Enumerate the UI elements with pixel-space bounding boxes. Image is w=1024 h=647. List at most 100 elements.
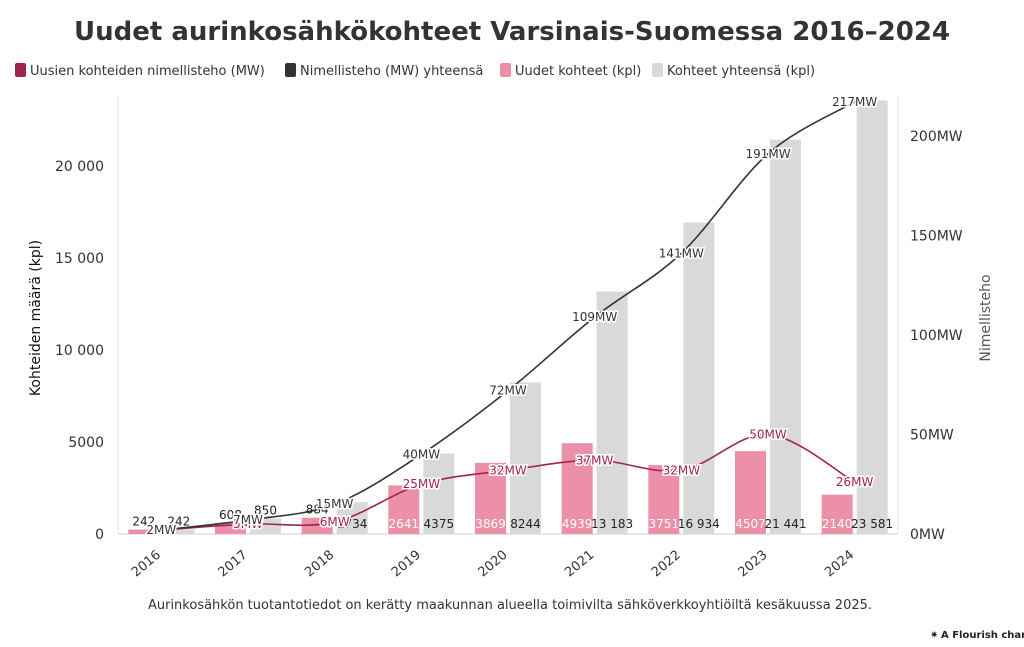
bar-label: 3869 xyxy=(475,517,506,531)
bar xyxy=(561,443,593,534)
x-tick-label: 2023 xyxy=(736,548,771,581)
bar-label: 242 xyxy=(167,515,190,529)
bar xyxy=(163,529,195,534)
bar xyxy=(856,100,888,535)
line-label: 6MW xyxy=(320,515,350,529)
bar-label: 13 183 xyxy=(591,517,633,531)
chart-annotation: Aurinkosähkön tuotantotiedot on kerätty … xyxy=(148,598,872,613)
line-label: 2MW xyxy=(146,523,176,537)
x-tick-label: 2021 xyxy=(562,548,597,581)
bar xyxy=(423,453,455,534)
y-tick-right: 100MW xyxy=(910,328,963,344)
bar xyxy=(770,139,801,534)
bar-label: 8244 xyxy=(510,517,541,531)
legend-item: Uudet kohteet (kpl) xyxy=(500,63,641,79)
x-tick-label: 2020 xyxy=(476,548,511,581)
bar-label: 3751 xyxy=(649,517,680,531)
bar-label: 2140 xyxy=(822,517,853,531)
line-label: 5MW xyxy=(233,517,263,531)
x-tick-label: 2017 xyxy=(216,548,251,581)
legend-swatch xyxy=(15,63,26,77)
bar xyxy=(336,502,368,534)
line-label: 217MW xyxy=(832,95,877,109)
line-label: 7MW xyxy=(233,513,263,527)
bar-label: 608 xyxy=(219,508,242,522)
legend-swatch xyxy=(285,63,296,77)
x-tick-label: 2022 xyxy=(649,548,684,581)
bars xyxy=(128,100,888,535)
line-label: 32MW xyxy=(489,463,527,477)
bar-label: 4375 xyxy=(424,517,455,531)
legend-swatch xyxy=(500,63,511,77)
chart-title: Uudet aurinkosähkökohteet Varsinais-Suom… xyxy=(74,17,950,47)
series-line xyxy=(161,433,856,531)
line-label: 40MW xyxy=(403,447,441,461)
y-tick-right: 200MW xyxy=(910,129,963,145)
y-tick-right: 0MW xyxy=(910,527,945,543)
line-label: 50MW xyxy=(749,427,787,441)
y-axis-left-title: Kohteiden määrä (kpl) xyxy=(28,240,44,396)
bar xyxy=(821,494,853,534)
bar xyxy=(596,291,628,534)
bar xyxy=(683,222,715,534)
bar-label: 2641 xyxy=(389,517,420,531)
bar xyxy=(301,517,333,534)
y-tick-left: 0 xyxy=(95,527,104,543)
legend-label: Uusien kohteiden nimellisteho (MW) xyxy=(30,64,265,79)
bar xyxy=(475,462,506,534)
flourish-star-icon: ✷ xyxy=(930,630,938,641)
x-tick-label: 2016 xyxy=(129,548,164,581)
line-label: 191MW xyxy=(745,147,790,161)
legend-label: Uudet kohteet (kpl) xyxy=(515,64,641,79)
bar xyxy=(510,382,541,534)
legend-swatch xyxy=(652,63,663,77)
bar-label: 884 xyxy=(306,503,329,517)
bar-label: 4939 xyxy=(562,517,593,531)
line-label: 15MW xyxy=(316,497,354,511)
x-tick-label: 2019 xyxy=(389,548,424,581)
bar xyxy=(388,485,420,534)
line-label: 26MW xyxy=(836,475,874,489)
flourish-branding-text: A Flourish chart xyxy=(941,630,1024,641)
line-label: 109MW xyxy=(572,310,617,324)
y-tick-right: 50MW xyxy=(910,427,954,443)
y-axis-right-title: Nimellisteho xyxy=(978,274,994,361)
flourish-branding[interactable]: ✷ A Flourish chart xyxy=(930,630,1024,641)
y-tick-left: 20 000 xyxy=(55,159,104,175)
y-tick-left: 10 000 xyxy=(55,343,104,359)
bar-label: 4507 xyxy=(735,517,766,531)
bar xyxy=(735,451,766,534)
line-label: 25MW xyxy=(403,477,441,491)
gridlines xyxy=(117,96,899,535)
bar-label: 23 581 xyxy=(851,517,893,531)
bar xyxy=(128,529,160,534)
x-tick-label: 2024 xyxy=(822,548,857,581)
legend-label: Nimellisteho (MW) yhteensä xyxy=(300,64,483,79)
y-tick-right: 150MW xyxy=(910,228,963,244)
bar xyxy=(215,522,246,534)
series-lines xyxy=(161,101,856,531)
legend: Uusien kohteiden nimellisteho (MW) Nimell… xyxy=(15,63,815,79)
bar xyxy=(648,465,680,534)
line-label: 32MW xyxy=(663,463,701,477)
legend-label: Kohteet yhteensä (kpl) xyxy=(667,64,815,79)
y-tick-left: 5000 xyxy=(68,435,104,451)
bar-label: 1734 xyxy=(337,517,368,531)
y-tick-left: 15 000 xyxy=(55,251,104,267)
line-label: 37MW xyxy=(576,453,614,467)
line-label: 2MW xyxy=(146,523,176,537)
line-label: 72MW xyxy=(489,384,527,398)
bar xyxy=(250,518,281,534)
bar-label: 850 xyxy=(254,503,277,517)
bar-label: 242 xyxy=(132,515,155,529)
series-line xyxy=(161,101,856,531)
line-label: 141MW xyxy=(659,246,704,260)
bar-label: 21 441 xyxy=(765,517,807,531)
x-tick-label: 2018 xyxy=(302,548,337,581)
legend-item: Uusien kohteiden nimellisteho (MW) xyxy=(15,63,265,79)
bar-label: 16 934 xyxy=(678,517,720,531)
legend-item: Kohteet yhteensä (kpl) xyxy=(652,63,815,79)
legend-item: Nimellisteho (MW) yhteensä xyxy=(285,63,483,79)
